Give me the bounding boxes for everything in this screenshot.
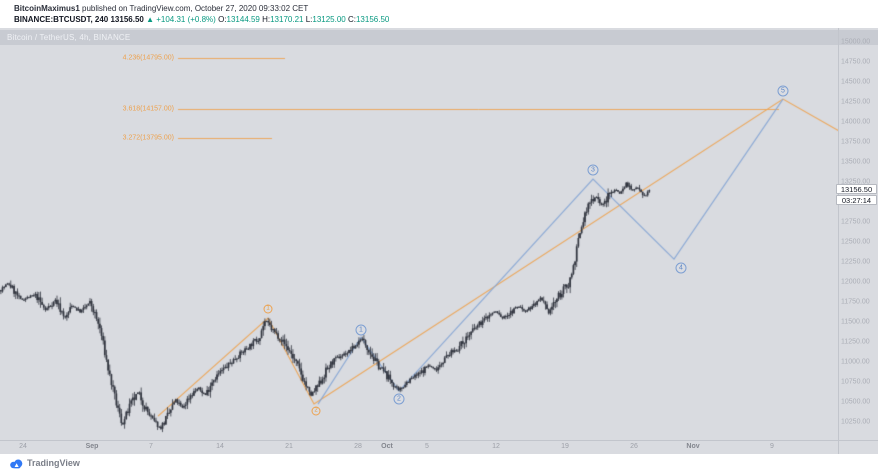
symbol-info-line: BINANCE:BTCUSDT, 240 13156.50 ▲ +104.31 …	[14, 14, 389, 25]
ohlc-key: C:	[347, 15, 356, 24]
symbol-interval: BINANCE:BTCUSDT, 240	[14, 15, 109, 24]
tradingview-logo-icon	[10, 459, 23, 468]
fib-extension-label: 3.618(14157.00)	[122, 105, 174, 113]
time-axis-label: 14	[216, 443, 224, 450]
ohlc-value: 13125.00	[312, 15, 348, 24]
chart-legend-bar: Bitcoin / TetherUS, 4h, BINANCE	[0, 30, 878, 45]
author-name: BitcoinMaximus1	[14, 4, 80, 13]
price-axis-label: 13250.00	[841, 178, 871, 186]
elliott-wave-label-intermediate-blue-4: 4	[675, 262, 687, 274]
price-axis-label: 12000.00	[841, 278, 871, 286]
last-price: 13156.50	[110, 15, 144, 24]
price-axis-label: 14750.00	[841, 58, 871, 66]
price-axis-label: 14250.00	[841, 98, 871, 106]
price-axis-label: 13750.00	[841, 138, 871, 146]
fib-extension-label: 4.236(14795.00)	[122, 54, 174, 62]
time-axis-label: 12	[492, 443, 500, 450]
price-axis-label: 10750.00	[841, 378, 871, 386]
elliott-wave-label-intermediate-blue-2: 2	[393, 393, 405, 405]
price-axis-label: 14500.00	[841, 78, 871, 86]
ohlc-value: 13170.21	[270, 15, 306, 24]
attribution-text: published on TradingView.com, October 27…	[79, 4, 309, 13]
fib-extension-label: 3.272(13795.00)	[122, 134, 174, 142]
price-axis-label: 14000.00	[841, 118, 871, 126]
price-axis-label: 13500.00	[841, 158, 871, 166]
time-axis-label: Oct	[381, 443, 393, 450]
ohlc-key: L:	[305, 15, 313, 24]
price-axis-label: 11000.00	[841, 358, 870, 366]
tradingview-brand-text[interactable]: TradingView	[27, 458, 80, 468]
price-change: ▲ +104.31 (+0.8%)	[146, 15, 216, 24]
current-price-tag: 13156.50	[836, 184, 877, 195]
elliott-wave-label-intermediate-blue-5: 5	[777, 85, 789, 97]
snapshot-header: BitcoinMaximus1 published on TradingView…	[14, 3, 389, 25]
price-axis-label: 10500.00	[841, 398, 871, 406]
elliott-wave-label-primary-orange-2: 2	[311, 406, 321, 416]
ohlc-values: O:13144.59 H:13170.21 L:13125.00 C:13156…	[218, 15, 389, 24]
time-axis-label: 5	[425, 443, 429, 450]
tradingview-footer[interactable]: TradingView	[10, 456, 80, 470]
price-axis-label: 12750.00	[841, 218, 871, 226]
price-axis-label: 11250.00	[841, 338, 870, 346]
attribution-line: BitcoinMaximus1 published on TradingView…	[14, 3, 389, 14]
time-axis-label: 26	[630, 443, 638, 450]
chart-legend-text: Bitcoin / TetherUS, 4h, BINANCE	[7, 33, 131, 42]
price-axis-label: 10250.00	[841, 418, 871, 426]
time-axis-label: 19	[561, 443, 569, 450]
time-axis-label: 21	[285, 443, 293, 450]
time-axis-label: Sep	[85, 443, 99, 450]
elliott-wave-label-primary-orange-1: 1	[263, 304, 273, 314]
price-axis-label: 11750.00	[841, 298, 870, 306]
ohlc-key: H:	[262, 15, 271, 24]
price-axis-label: 12250.00	[841, 258, 871, 266]
price-chart-canvas[interactable]	[0, 28, 838, 440]
bar-countdown-tag: 03:27:14	[836, 195, 877, 206]
ohlc-value: 13156.50	[355, 15, 390, 24]
ohlc-value: 13144.59	[226, 15, 263, 24]
elliott-wave-label-intermediate-blue-1: 1	[355, 324, 367, 336]
time-axis-label: 7	[149, 443, 153, 450]
price-axis-label: 15000.00	[841, 38, 871, 46]
price-axis-label: 11500.00	[841, 318, 870, 326]
price-axis[interactable]: 15000.00 14750.00 14500.00 14250.00 14000.00…	[838, 28, 878, 440]
time-axis-label: Nov	[686, 443, 700, 450]
time-axis-label: 24	[19, 443, 27, 450]
ohlc-key: O:	[218, 15, 227, 24]
time-axis-label: 28	[354, 443, 362, 450]
price-axis-label: 12500.00	[841, 238, 871, 246]
price-axis-separator	[838, 28, 839, 454]
chart-region: Bitcoin / TetherUS, 4h, BINANCE 15000.00…	[0, 28, 878, 454]
time-axis-separator	[0, 440, 878, 441]
time-axis[interactable]: 24 Sep 7 14 21 28 Oct 5 12 19 26 Nov 9	[0, 440, 878, 454]
time-axis-label: 9	[770, 443, 774, 450]
elliott-wave-label-intermediate-blue-3: 3	[587, 164, 599, 176]
